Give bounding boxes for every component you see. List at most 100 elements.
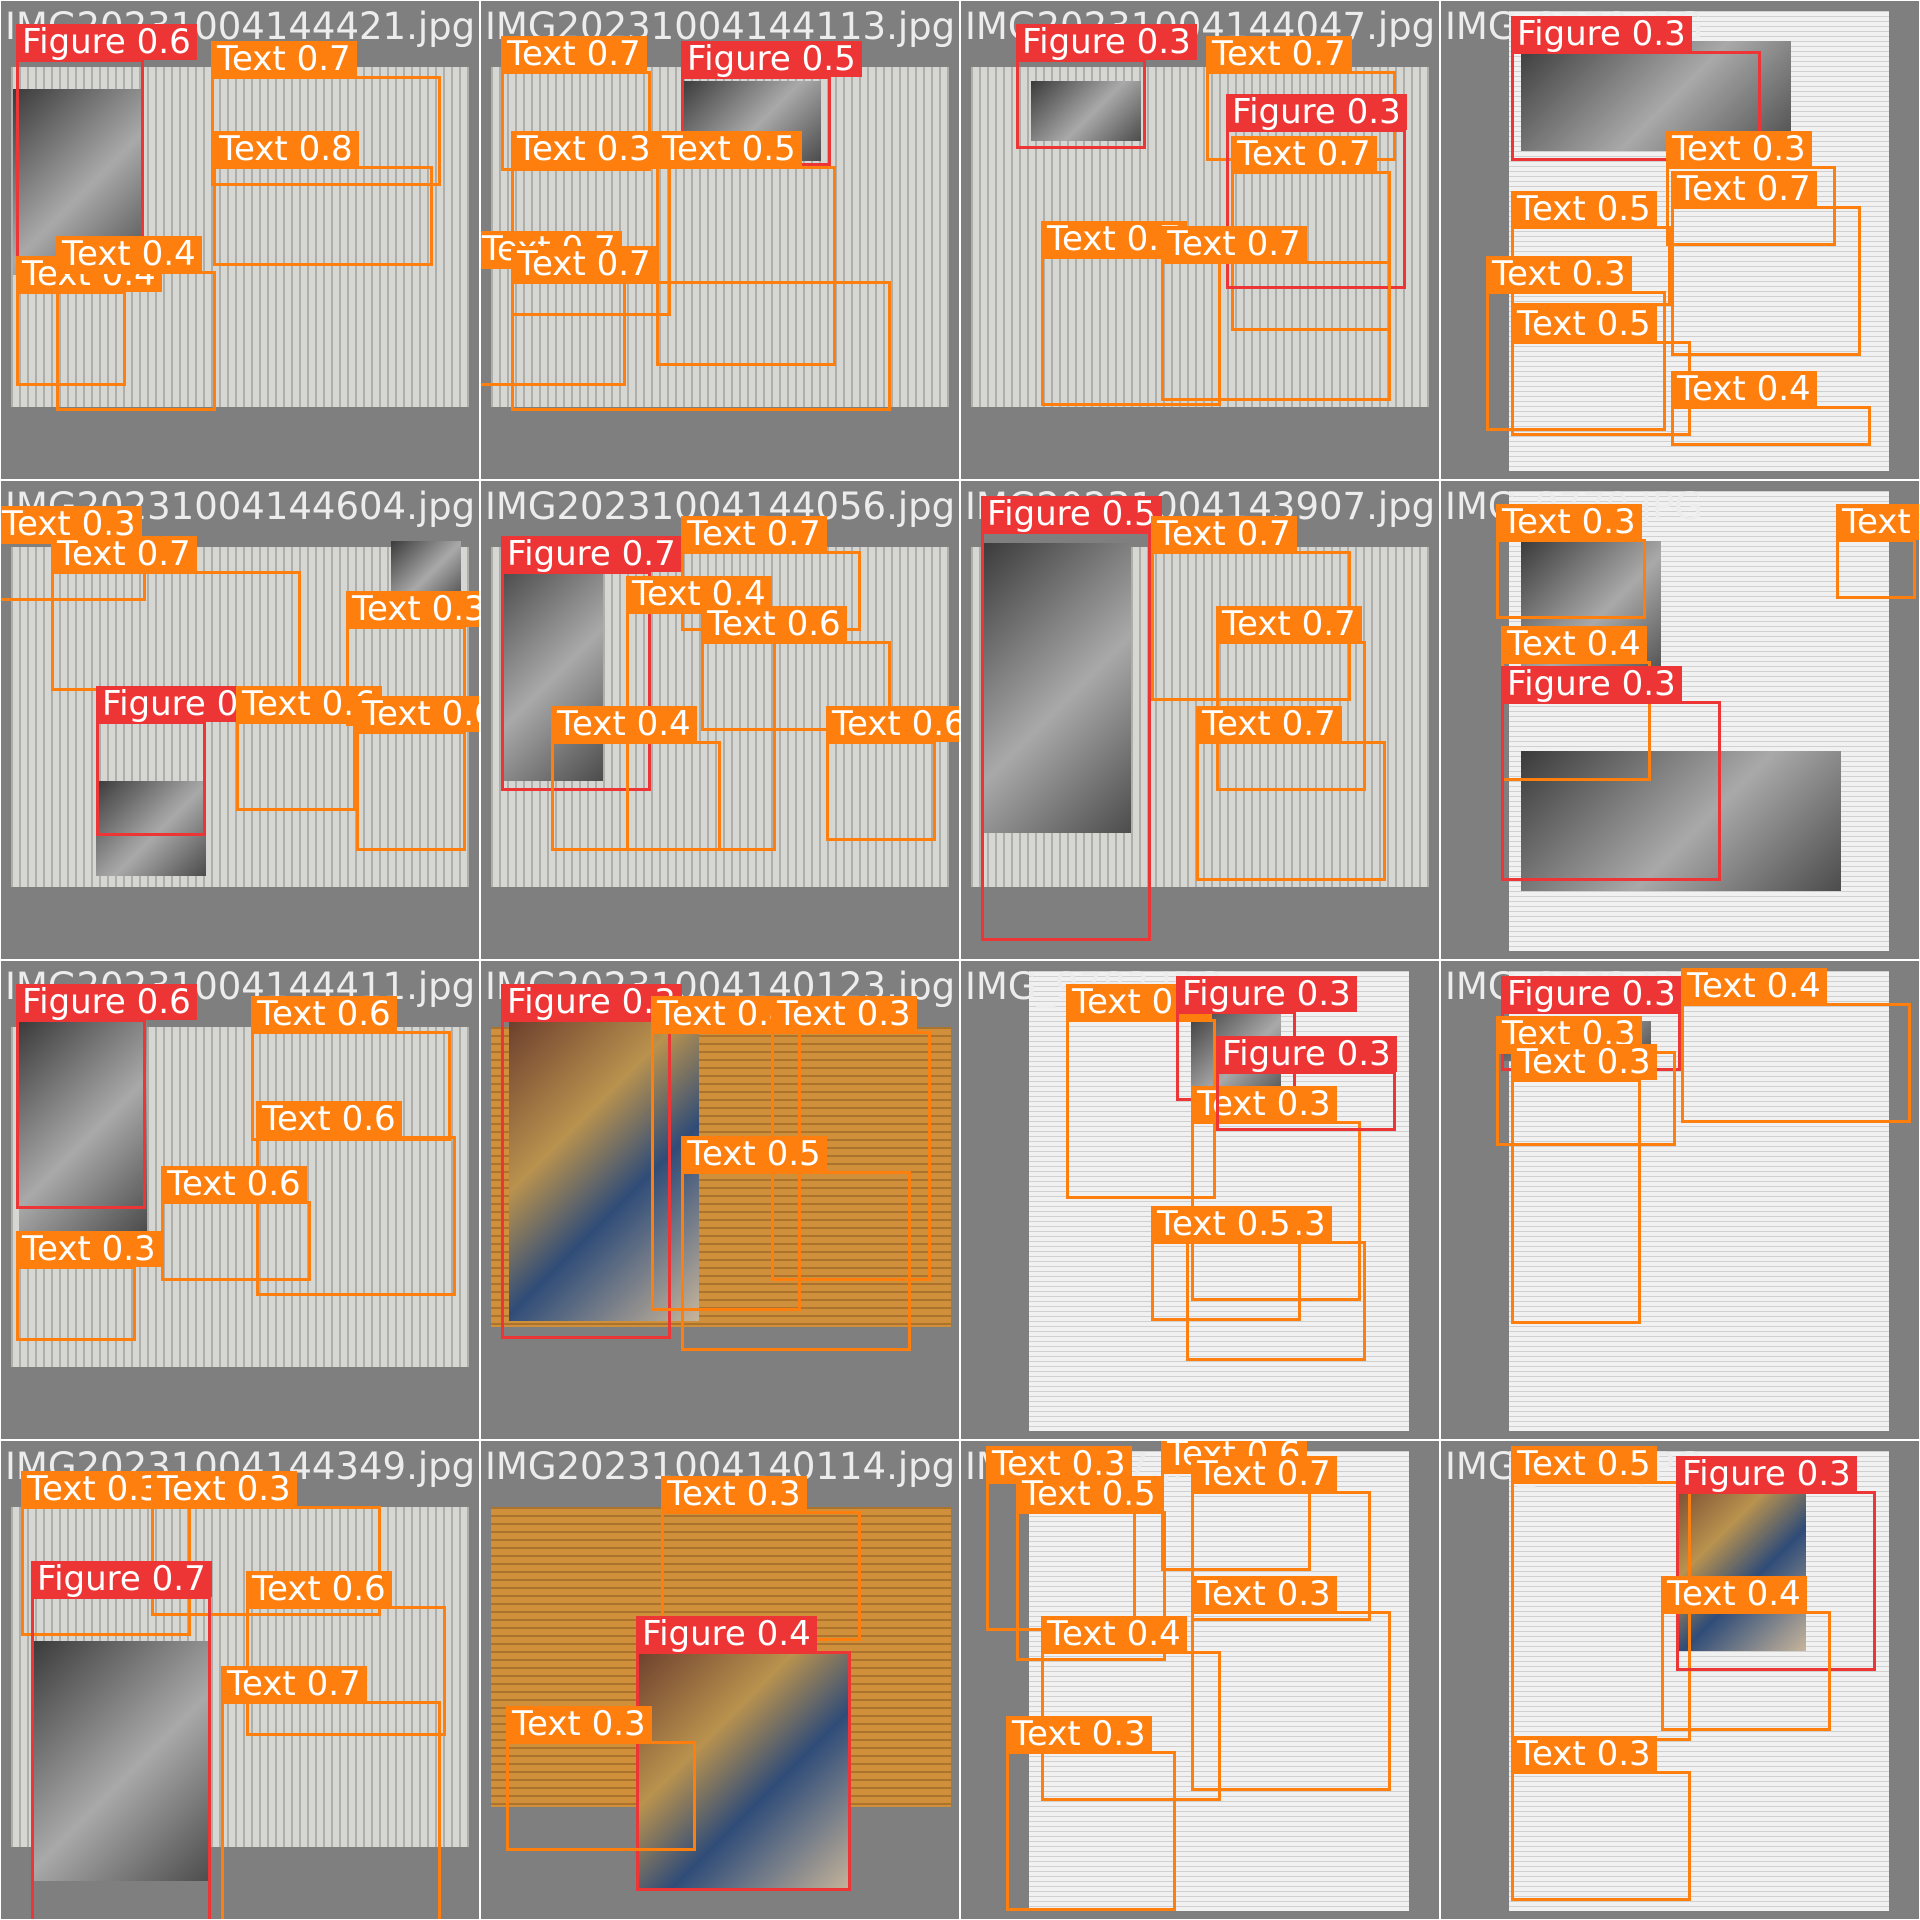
detection-label: Text 0.5	[1016, 1476, 1162, 1512]
text-detection-box[interactable]: Text 0.7	[1671, 171, 1861, 356]
figure-detection-box[interactable]: Figure 0.5	[96, 686, 277, 836]
printed-picture	[1676, 1471, 1806, 1651]
text-detection-box[interactable]: Text 0.5	[1016, 1476, 1166, 1661]
detection-label: Text 0.6	[701, 606, 847, 642]
document-photo	[1509, 1451, 1889, 1911]
text-detection-box[interactable]: Text 0.6	[826, 706, 959, 841]
text-detection-box[interactable]: Text 0.3	[21, 1471, 191, 1636]
figure-detection-box[interactable]: Figure 0.6	[16, 984, 197, 1209]
text-detection-box[interactable]: Text 0.4	[1681, 968, 1911, 1123]
printed-picture	[509, 1021, 699, 1321]
text-detection-box[interactable]: Text 0.4	[56, 236, 216, 411]
text-detection-box[interactable]: Text 0.7	[1151, 516, 1351, 701]
detection-tile[interactable]: IMG20231004143907.jpg Figure 0.5 Text 0.7 T…	[960, 480, 1440, 960]
detection-tile[interactable]: IMG20231004144411.jpg Figure 0.6 Text 0.6 T…	[0, 960, 480, 1440]
text-detection-box[interactable]: Text 0.3	[1006, 1716, 1176, 1911]
figure-detection-box[interactable]: Figure 0.5	[681, 41, 862, 166]
detection-tile[interactable]: IMG20231004144047.jpg Figure 0.3 Text 0.7 T…	[960, 0, 1440, 480]
text-detection-box[interactable]: Text 0.5	[656, 131, 836, 366]
figure-detection-box[interactable]: Figure 0.7	[31, 1561, 212, 1919]
text-detection-box[interactable]: Text 0.3	[1191, 1086, 1361, 1301]
text-detection-box[interactable]: Text 0.3	[1666, 131, 1836, 246]
text-detection-box[interactable]: Text 0.4	[626, 576, 776, 851]
detection-class: Text	[27, 1469, 96, 1509]
text-detection-box[interactable]: Text 0.3	[151, 1471, 381, 1616]
figure-detection-box[interactable]: Figure 0.3	[1511, 16, 1761, 161]
detection-class: Text	[517, 244, 586, 284]
text-detection-box[interactable]: Text 0.7	[501, 36, 651, 171]
detection-class: Text	[1507, 624, 1576, 664]
figure-detection-box[interactable]: Figure 0.7	[501, 536, 682, 791]
text-detection-box[interactable]: Text 0.7	[1191, 1456, 1371, 1621]
text-detection-box[interactable]: Text 0.6	[161, 1166, 311, 1281]
text-detection-box[interactable]: Text 0.3	[1496, 504, 1646, 619]
text-detection-box[interactable]: Text 0.4	[551, 706, 721, 851]
text-detection-box[interactable]: Text 0.6	[356, 696, 479, 851]
detection-confidence: 0.7	[1276, 1454, 1331, 1494]
detection-label: Text 0.5	[1151, 1206, 1297, 1242]
figure-detection-box[interactable]: Figure 0.3	[1676, 1456, 1876, 1671]
detection-tile[interactable]: IMG20231004140123.jpg Figure 0.3 Text 0.4 T…	[480, 960, 960, 1440]
detection-confidence: 0.6	[341, 1099, 396, 1139]
text-detection-box[interactable]: Text 0.4	[1041, 1616, 1221, 1801]
detection-label: Text 0.4	[1681, 968, 1827, 1004]
printed-picture	[96, 781, 206, 876]
text-detection-box[interactable]: Text 0.7	[1231, 136, 1391, 331]
text-detection-box[interactable]: Text 0.7	[221, 1666, 441, 1919]
detection-label: Text 0.6	[161, 1166, 307, 1202]
text-detection-box[interactable]: Text 0.5	[681, 1136, 911, 1351]
figure-detection-box[interactable]: Figure 0.3	[501, 984, 682, 1339]
detection-class: Text	[1202, 704, 1271, 744]
text-detection-box[interactable]: Text 0.3	[1191, 1576, 1391, 1791]
text-detection-box[interactable]: Text 0.3	[16, 1231, 162, 1341]
text-detection-box[interactable]: Text 0.3	[1486, 256, 1666, 431]
text-detection-box[interactable]: Text 0.3	[661, 1476, 861, 1641]
text-detection-box[interactable]: Text 0.3	[506, 1706, 696, 1851]
detection-confidence: 0.5	[1101, 1474, 1156, 1514]
detection-tile[interactable]: IMG20231004144056.jpg Figure 0.7 Text 0.7 T…	[480, 480, 960, 960]
detection-class: Text	[1197, 1454, 1266, 1494]
text-detection-box[interactable]: Text 0.6	[1836, 504, 1919, 599]
text-detection-box[interactable]: Text 0.5	[1151, 1206, 1301, 1321]
detection-tile[interactable]: IMG20231004144349.jpg Text 0.3 Text 0.3 Fig…	[0, 1440, 480, 1920]
text-detection-box[interactable]: Text 0.4	[1671, 371, 1871, 446]
figure-detection-box[interactable]: Figure 0.3	[1216, 1036, 1397, 1131]
text-detection-box[interactable]: Text 0.7	[51, 536, 301, 691]
detection-tile[interactable]: IMG20231004144604.jpg Text 0.3 Text 0.7 Tex…	[0, 480, 480, 960]
text-detection-box[interactable]: Text 0.6	[701, 606, 891, 731]
text-detection-box[interactable]: Text 0.3	[346, 591, 479, 726]
figure-detection-box[interactable]: Figure 0.3	[1176, 976, 1357, 1101]
text-detection-box[interactable]: Text 0.7	[211, 41, 441, 186]
detection-class: Text	[1517, 189, 1586, 229]
text-detection-box[interactable]: Text 0.3	[1511, 1736, 1691, 1901]
figure-detection-box[interactable]: Figure 0.3	[1016, 24, 1197, 149]
text-detection-box[interactable]: Text 0.7	[1196, 706, 1386, 881]
text-detection-box[interactable]: Text 0.4	[1661, 1576, 1831, 1731]
text-detection-box[interactable]: Text 0.5	[1511, 306, 1691, 436]
figure-detection-box[interactable]: Figure 0.4	[636, 1616, 851, 1891]
figure-detection-box[interactable]: Figure 0.3	[1501, 976, 1682, 1071]
detection-tile[interactable]: IMG20231004140114.jpg Text 0.3 Figure 0.4 T…	[480, 1440, 960, 1920]
figure-detection-box[interactable]: Figure 0.3	[1226, 94, 1407, 289]
detection-tile[interactable]: IMG20231004144113.jpg Text 0.7 Figure 0.5 T…	[480, 0, 960, 480]
text-detection-box[interactable]: Text 0.7	[511, 246, 891, 411]
text-detection-box[interactable]: Text 0.7	[1161, 226, 1391, 401]
text-detection-box[interactable]: Text 0.8	[213, 131, 433, 266]
text-detection-box[interactable]: Text 0.6	[256, 1101, 456, 1296]
text-detection-box[interactable]: Text 0.3	[1511, 1044, 1657, 1324]
text-detection-box[interactable]: Text 0.5	[1511, 191, 1671, 306]
figure-detection-box[interactable]: Figure 0.3	[1501, 666, 1721, 881]
detection-tile[interactable]: IMG20231004144421.jpg Figure 0.6 Text 0.7 T…	[0, 0, 480, 480]
detection-label: Text 0.3	[1496, 504, 1642, 540]
text-detection-box[interactable]: Text 0.6	[236, 686, 382, 811]
text-detection-box[interactable]: Text 0.6	[251, 996, 451, 1141]
detection-confidence: 0.3	[236, 1469, 291, 1509]
text-detection-box[interactable]: Text 0.6	[246, 1571, 446, 1736]
figure-detection-box[interactable]: Figure 0.5	[981, 496, 1162, 941]
